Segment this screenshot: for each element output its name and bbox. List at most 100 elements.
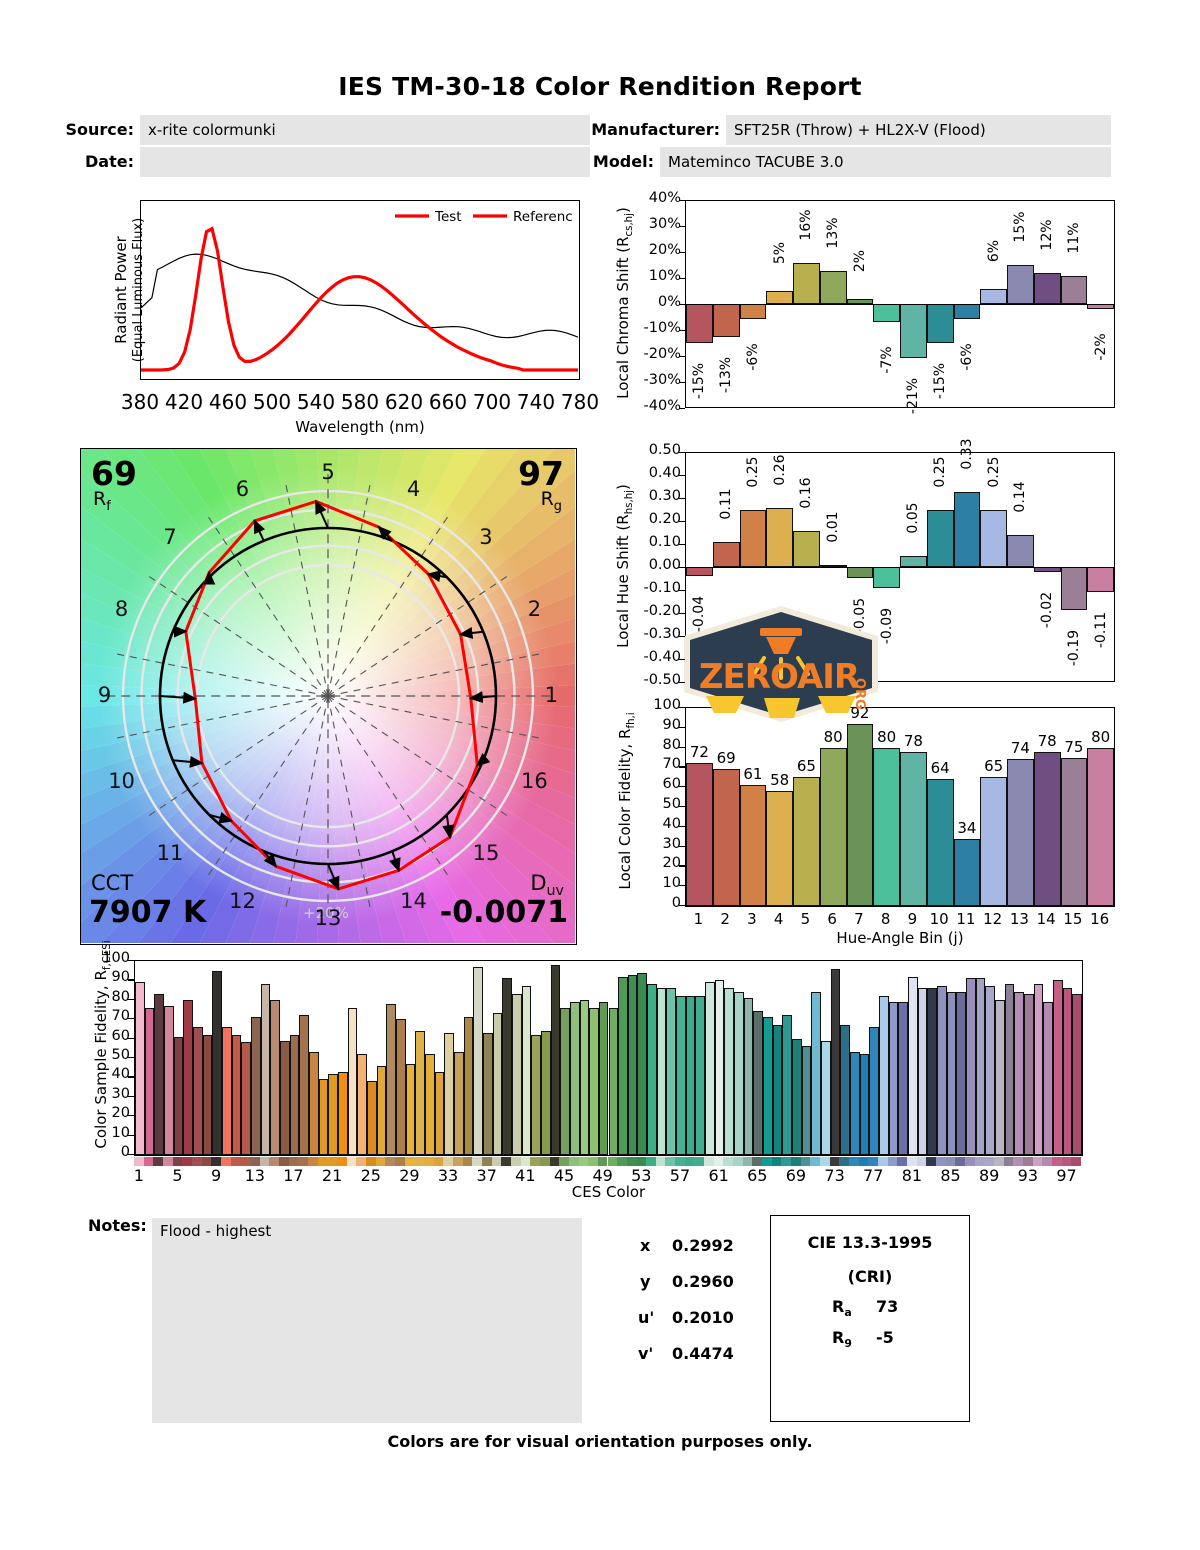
y-tick: 60: [111, 1027, 130, 1044]
bar: [154, 993, 164, 1155]
bar-label: 13%: [825, 216, 842, 249]
notes-label: Notes:: [88, 1216, 147, 1235]
bar: [376, 1065, 387, 1155]
x-tick: 5: [172, 1166, 183, 1185]
x-tick: 17: [283, 1166, 304, 1185]
bar: [250, 1017, 261, 1155]
bar: [647, 984, 657, 1155]
bar: [241, 1042, 251, 1155]
cct-value: 7907 K: [89, 895, 207, 930]
ces-swatch: [955, 1157, 966, 1166]
y-tick: 70: [111, 1008, 130, 1025]
ces-swatch: [974, 1157, 985, 1166]
y-tick-mark: [128, 1095, 134, 1098]
bin-divider: [327, 576, 508, 697]
hue-bin-number: 4: [406, 476, 421, 501]
hue-bin-number: 2: [527, 597, 542, 622]
bar: [395, 1019, 406, 1155]
cie-vprime-label: v': [638, 1344, 654, 1363]
shift-arrow: [468, 691, 497, 704]
bar: [183, 999, 193, 1155]
bar: [502, 978, 512, 1155]
bar: [937, 986, 947, 1155]
bin-divider: [327, 653, 540, 697]
shift-arrow: [262, 850, 278, 868]
bar: [1062, 988, 1073, 1155]
bar: [1004, 984, 1015, 1155]
hue-bin-number: 8: [114, 597, 129, 622]
ces-swatch: [153, 1157, 163, 1166]
y-tick-mark: [679, 498, 685, 500]
bar-label: 0.26: [771, 454, 788, 486]
source-field: Source: x-rite colormunki: [65, 115, 590, 145]
y-tick: 0.40: [648, 465, 681, 481]
test-spd-curve: [141, 226, 578, 372]
ces-swatch: [868, 1157, 879, 1166]
bar: [917, 988, 928, 1155]
spd-ylabel-line1: Radiant Power: [112, 236, 130, 344]
date-value[interactable]: [140, 147, 590, 177]
bar: [956, 992, 967, 1155]
bar: [873, 567, 900, 588]
cri-subtitle: (CRI): [847, 1267, 893, 1286]
color-sample-fidelity-plot: [134, 960, 1083, 1156]
notes-text: Flood - highest: [160, 1222, 272, 1240]
y-tick: 10: [111, 1124, 130, 1141]
x-tick: 41: [515, 1166, 536, 1185]
bar: [1033, 273, 1061, 304]
model-value[interactable]: Mateminco TACUBE 3.0: [660, 147, 1111, 177]
bar: [792, 1038, 802, 1155]
bin-divider: [285, 484, 329, 697]
bar: [608, 1007, 619, 1155]
y-tick: -10%: [643, 320, 681, 336]
fidelity-xlabel: Hue-Angle Bin (j): [836, 929, 964, 947]
manufacturer-value[interactable]: SFT25R (Throw) + HL2X-V (Flood): [726, 115, 1111, 145]
ces-swatch: [936, 1157, 946, 1166]
spd-x-tick: 700: [472, 390, 512, 414]
duv-value: -0.0071: [439, 895, 568, 930]
x-tick: 61: [708, 1166, 729, 1185]
ces-swatch: [897, 1157, 908, 1166]
bar: [1072, 993, 1082, 1155]
spd-x-tick: 780: [560, 390, 600, 414]
bar: [819, 564, 847, 567]
bar: [975, 978, 986, 1155]
ces-swatch: [1061, 1157, 1072, 1166]
bar-label: -7%: [878, 346, 895, 374]
y-tick-mark: [679, 636, 685, 638]
bar: [1060, 567, 1088, 611]
bar-label: 0.25: [744, 456, 761, 488]
shift-arrow: [458, 627, 484, 639]
bar: [821, 1040, 831, 1155]
bar: [753, 1011, 764, 1155]
cie-uprime-value: 0.2010: [672, 1308, 734, 1327]
notes-box[interactable]: [152, 1218, 582, 1423]
cie-y-value: 0.2960: [672, 1272, 734, 1291]
shift-arrow: [159, 691, 198, 704]
ces-swatch: [1023, 1157, 1033, 1166]
bar: [434, 1071, 445, 1155]
x-tick: 25: [360, 1166, 381, 1185]
bar-label: 65: [984, 757, 1004, 776]
bar-label: 0.25: [985, 456, 1002, 488]
x-tick: 49: [592, 1166, 613, 1185]
hue-bin-number: 3: [479, 525, 493, 549]
bar: [900, 304, 927, 359]
shift-arrow: [389, 850, 401, 873]
bar: [793, 777, 820, 906]
source-value[interactable]: x-rite colormunki: [140, 115, 590, 145]
bar: [579, 999, 590, 1155]
y-tick: -0.40: [643, 649, 681, 665]
y-tick-mark: [679, 330, 685, 332]
x-tick: 5: [800, 910, 811, 928]
bar: [869, 1026, 880, 1155]
bar-label: 80: [877, 727, 897, 746]
ces-swatch: [829, 1157, 840, 1166]
date-field: Date:: [85, 147, 590, 177]
bin-divider: [327, 695, 448, 876]
bar: [366, 1081, 377, 1155]
model-field: Model: Mateminco TACUBE 3.0: [593, 147, 1111, 177]
bar: [782, 1015, 793, 1155]
bar: [766, 791, 793, 906]
bar: [357, 1054, 367, 1155]
